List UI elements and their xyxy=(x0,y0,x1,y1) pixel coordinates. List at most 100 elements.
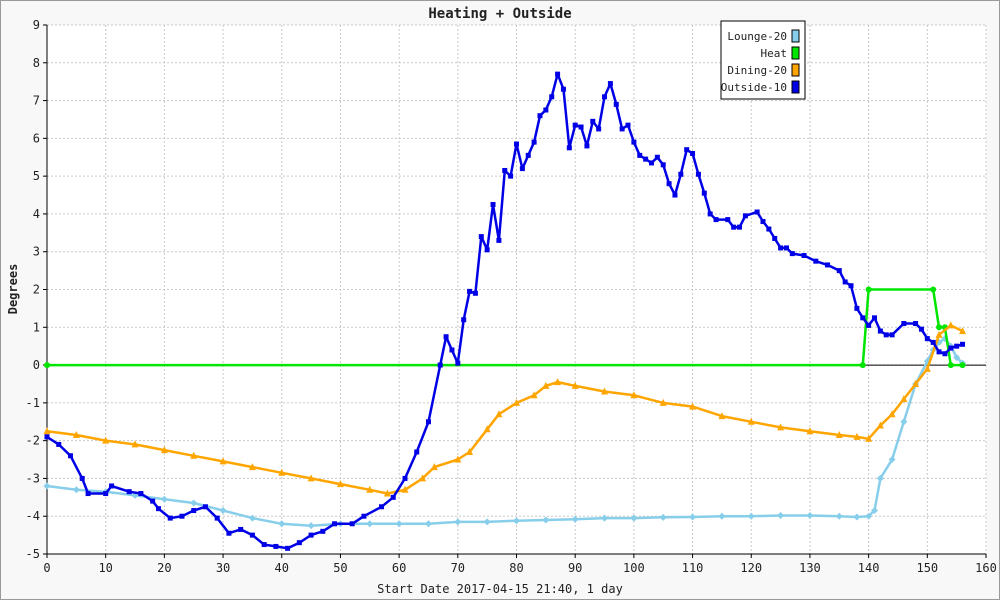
data-point-outside-10 xyxy=(502,167,508,173)
data-point-outside-10 xyxy=(713,217,719,223)
data-point-outside-10 xyxy=(167,515,173,521)
data-point-dining-20 xyxy=(900,395,908,403)
legend-swatch-heat xyxy=(791,46,800,60)
x-tick-labels: 0 10 20 30 40 50 60 70 80 90 100 110 120 130 140 150 160 xyxy=(43,561,996,575)
data-point-outside-10 xyxy=(320,528,326,534)
data-point-outside-10 xyxy=(514,141,519,147)
legend-label-heat: Heat xyxy=(761,47,788,60)
legend-entries: Lounge-20 Heat Dining-20 Outside-10 xyxy=(721,29,800,94)
data-point-outside-10 xyxy=(825,262,831,268)
data-point-outside-10 xyxy=(596,126,602,132)
x-tick-label: 80 xyxy=(509,561,523,575)
data-point-outside-10 xyxy=(760,218,766,224)
y-tick-label: 6 xyxy=(33,131,40,145)
y-tick-label: 5 xyxy=(33,169,40,183)
x-tick-label: 70 xyxy=(451,561,465,575)
data-point-lounge-20 xyxy=(777,511,785,519)
data-point-outside-10 xyxy=(602,94,608,100)
x-tick-label: 40 xyxy=(275,561,289,575)
data-point-dining-20 xyxy=(718,412,726,420)
data-point-outside-10 xyxy=(948,345,954,351)
data-point-outside-10 xyxy=(666,181,672,187)
data-point-outside-10 xyxy=(584,143,590,149)
data-point-outside-10 xyxy=(202,504,208,510)
data-point-outside-10 xyxy=(490,201,496,207)
data-point-outside-10 xyxy=(484,247,490,253)
data-point-outside-10 xyxy=(754,209,760,215)
data-point-outside-10 xyxy=(737,224,743,230)
data-point-outside-10 xyxy=(549,94,555,100)
series-heat xyxy=(44,286,966,369)
data-point-outside-10 xyxy=(414,449,420,455)
x-tick-label: 100 xyxy=(623,561,645,575)
data-point-outside-10 xyxy=(525,152,531,158)
data-point-outside-10 xyxy=(238,526,244,532)
data-point-outside-10 xyxy=(85,491,91,497)
data-point-heat xyxy=(936,324,943,331)
data-point-lounge-20 xyxy=(876,474,884,482)
data-point-lounge-20 xyxy=(366,520,374,528)
data-point-outside-10 xyxy=(572,122,578,128)
legend-swatch-dining-20 xyxy=(791,63,800,77)
data-point-dining-20 xyxy=(554,378,562,386)
data-point-outside-10 xyxy=(44,434,50,440)
data-point-lounge-20 xyxy=(72,486,80,494)
data-point-lounge-20 xyxy=(888,456,896,464)
y-tick-label: 2 xyxy=(33,283,40,297)
data-point-outside-10 xyxy=(285,545,291,551)
data-point-lounge-20 xyxy=(542,516,550,524)
data-point-outside-10 xyxy=(103,491,109,497)
data-point-outside-10 xyxy=(801,252,807,258)
data-point-dining-20 xyxy=(466,447,474,455)
data-point-dining-20 xyxy=(454,455,462,463)
data-point-lounge-20 xyxy=(278,520,286,528)
y-tick-label: -2 xyxy=(26,434,40,448)
data-point-outside-10 xyxy=(860,315,866,321)
data-point-outside-10 xyxy=(725,217,731,223)
data-point-outside-10 xyxy=(425,419,431,425)
data-point-outside-10 xyxy=(56,441,62,447)
series-outside-10 xyxy=(44,71,966,551)
data-point-outside-10 xyxy=(913,321,919,327)
x-tick-label: 50 xyxy=(333,561,347,575)
data-point-outside-10 xyxy=(684,147,690,153)
data-point-dining-20 xyxy=(248,463,256,471)
y-tick-labels: -5 -4 -3 -2 -1 0 1 2 3 4 5 6 7 8 9 xyxy=(26,18,40,561)
data-point-dining-20 xyxy=(430,463,438,471)
y-axis-label: Degrees xyxy=(6,264,20,315)
data-point-outside-10 xyxy=(625,122,631,128)
data-point-dining-20 xyxy=(806,427,814,435)
data-point-dining-20 xyxy=(630,391,638,399)
y-tick-label: 3 xyxy=(33,245,40,259)
data-point-outside-10 xyxy=(249,532,255,538)
y-tick-label: -4 xyxy=(26,509,40,523)
data-point-lounge-20 xyxy=(160,495,168,503)
data-point-outside-10 xyxy=(766,226,772,232)
data-point-outside-10 xyxy=(631,139,637,145)
data-point-outside-10 xyxy=(918,326,924,332)
data-point-outside-10 xyxy=(842,279,848,285)
x-tick-label: 20 xyxy=(157,561,171,575)
legend-swatch-lounge-20 xyxy=(791,29,800,43)
data-point-dining-20 xyxy=(888,410,896,418)
data-point-dining-20 xyxy=(571,381,579,389)
data-point-outside-10 xyxy=(590,118,596,124)
y-tick-label: 0 xyxy=(33,358,40,372)
legend: Lounge-20 Heat Dining-20 Outside-10 xyxy=(720,20,806,100)
data-point-dining-20 xyxy=(530,391,538,399)
data-point-outside-10 xyxy=(772,235,778,241)
data-point-dining-20 xyxy=(747,417,755,425)
data-point-outside-10 xyxy=(701,190,707,196)
data-point-outside-10 xyxy=(67,453,73,459)
data-point-heat xyxy=(859,362,866,369)
data-point-outside-10 xyxy=(731,224,737,230)
data-point-outside-10 xyxy=(472,290,478,296)
data-point-lounge-20 xyxy=(853,513,861,521)
x-tick-label: 90 xyxy=(568,561,582,575)
y-tick-label: -5 xyxy=(26,547,40,561)
data-point-dining-20 xyxy=(835,430,843,438)
data-point-outside-10 xyxy=(496,237,502,243)
data-point-outside-10 xyxy=(607,81,613,87)
data-point-outside-10 xyxy=(578,124,584,130)
data-point-outside-10 xyxy=(883,332,889,338)
